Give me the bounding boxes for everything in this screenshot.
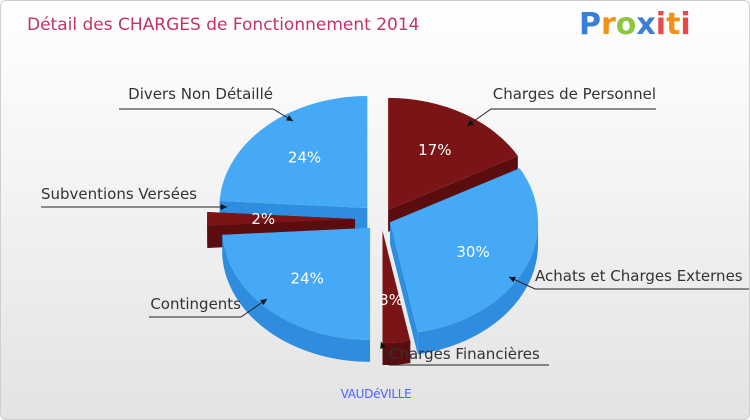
pie-slice-side	[417, 222, 539, 355]
leader-line	[466, 108, 656, 127]
slice-percent-label: 24%	[291, 269, 324, 287]
pie-slice-achats-et-charges-externes	[390, 168, 539, 333]
leader-line	[149, 298, 268, 318]
pie-slice-side	[222, 234, 371, 362]
category-label: Charges de Personnel	[493, 85, 656, 103]
slice-percent-label: 24%	[288, 148, 321, 166]
leader-arrowhead	[509, 276, 516, 283]
category-label: Charges Financières	[389, 345, 540, 363]
pie-slice-wall	[390, 222, 418, 355]
slice-percent-label: 30%	[456, 243, 489, 261]
chart-title: Détail des CHARGES de Fonctionnement 201…	[27, 15, 420, 35]
commune-label: VAUDéVILLE	[340, 387, 412, 401]
leader-line	[380, 341, 549, 366]
category-label: Divers Non Détaillé	[128, 85, 273, 103]
leader-arrowhead	[260, 299, 267, 306]
category-label: Contingents	[150, 295, 241, 313]
slice-percent-label: 3%	[379, 291, 403, 309]
leader-arrowhead	[380, 342, 386, 349]
category-label: Achats et Charges Externes	[535, 267, 743, 285]
slice-percent-label: 2%	[251, 210, 275, 228]
proxiti-logo: Proxiti	[579, 7, 691, 42]
pie-slice-divers-non-d-taill-	[219, 95, 368, 208]
pie-slice-side	[382, 341, 411, 366]
leader-line	[508, 276, 749, 290]
leader-arrowhead	[286, 115, 293, 121]
slice-percent-label: 17%	[418, 141, 451, 159]
pie-slice-charges-financi-res	[382, 231, 411, 344]
category-label: Subventions Versées	[41, 185, 197, 203]
leader-arrowhead	[467, 119, 474, 126]
leader-line	[119, 108, 294, 122]
pie-tops	[207, 95, 539, 344]
pie-slice-subventions-vers-es	[207, 211, 355, 227]
pie-slice-charges-de-personnel	[388, 97, 518, 210]
pie-slice-contingents	[222, 227, 371, 340]
leader-arrowhead	[220, 203, 227, 211]
